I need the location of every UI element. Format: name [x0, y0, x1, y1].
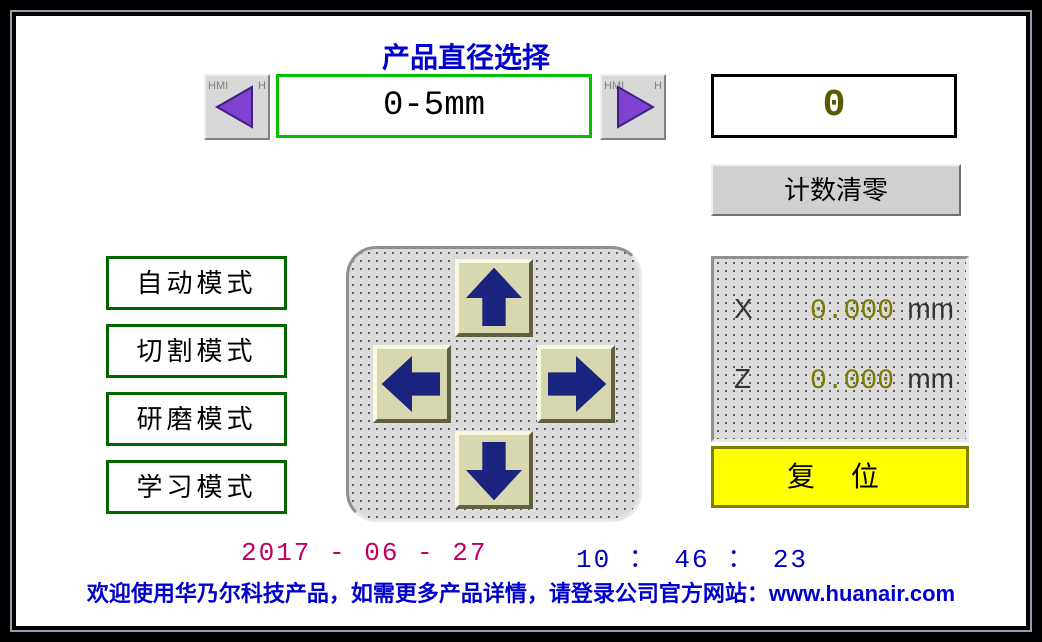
jog-right-button[interactable] — [537, 345, 615, 423]
x-axis-unit: mm — [894, 293, 954, 325]
date-display: 2017 - 06 - 27 — [241, 538, 487, 568]
x-readout-row: X 0.000 mm — [734, 293, 954, 327]
time-display: 10 ： 46 ： 23 — [576, 538, 808, 575]
arrow-right-icon — [541, 349, 611, 419]
triangle-left-icon — [212, 82, 262, 132]
triangle-right-icon — [608, 82, 658, 132]
mode-grind-button[interactable]: 研磨模式 — [106, 392, 287, 446]
diameter-display: 0-5mm — [276, 74, 592, 138]
mode-auto-button[interactable]: 自动模式 — [106, 256, 287, 310]
mode-learn-button[interactable]: 学习模式 — [106, 460, 287, 514]
z-axis-value: 0.000 — [774, 366, 894, 397]
xz-readout-panel: X 0.000 mm Z 0.000 mm — [711, 256, 969, 442]
mid-frame: 产品直径选择 HMI H 0-5mm HMI H 0 计数清零 — [10, 10, 1032, 632]
main-panel: 产品直径选择 HMI H 0-5mm HMI H 0 计数清零 — [16, 16, 1026, 626]
x-axis-label: X — [734, 293, 774, 325]
arrow-up-icon — [459, 263, 529, 333]
jog-down-button[interactable] — [455, 431, 533, 509]
arrow-left-icon — [377, 349, 447, 419]
x-axis-value: 0.000 — [774, 296, 894, 327]
z-readout-row: Z 0.000 mm — [734, 363, 954, 397]
outer-frame: 产品直径选择 HMI H 0-5mm HMI H 0 计数清零 — [0, 0, 1042, 642]
reset-button[interactable]: 复 位 — [711, 446, 969, 508]
joystick-panel — [346, 246, 642, 522]
counter-clear-button[interactable]: 计数清零 — [711, 164, 961, 216]
diameter-heading: 产品直径选择 — [316, 36, 616, 76]
diameter-next-button[interactable]: HMI H — [600, 74, 666, 140]
counter-display: 0 — [711, 74, 957, 138]
arrow-down-icon — [459, 435, 529, 505]
z-axis-label: Z — [734, 363, 774, 395]
mode-cut-button[interactable]: 切割模式 — [106, 324, 287, 378]
z-axis-unit: mm — [894, 363, 954, 395]
footer-text: 欢迎使用华乃尔科技产品，如需更多产品详情，请登录公司官方网站：www.huana… — [16, 576, 1026, 608]
jog-up-button[interactable] — [455, 259, 533, 337]
diameter-prev-button[interactable]: HMI H — [204, 74, 270, 140]
jog-left-button[interactable] — [373, 345, 451, 423]
